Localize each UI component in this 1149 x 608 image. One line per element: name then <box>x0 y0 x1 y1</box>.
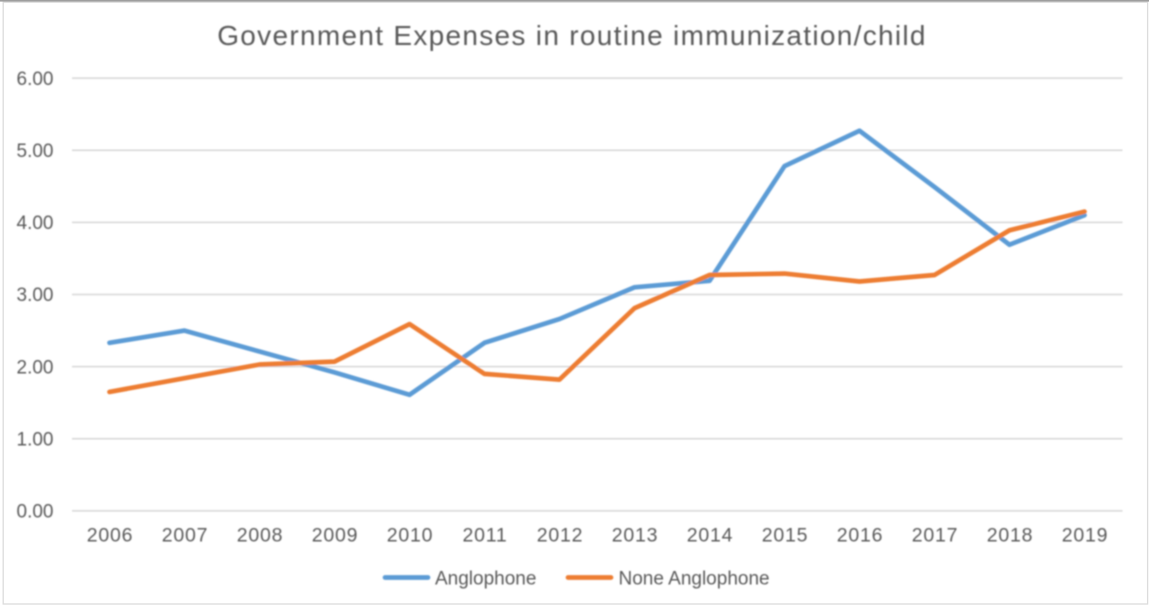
svg-text:2018: 2018 <box>987 525 1033 547</box>
svg-text:2007: 2007 <box>162 525 208 547</box>
svg-text:3.00: 3.00 <box>17 285 54 306</box>
svg-text:2011: 2011 <box>463 525 508 547</box>
svg-text:1.00: 1.00 <box>17 430 54 451</box>
svg-text:2015: 2015 <box>762 525 808 547</box>
svg-text:2008: 2008 <box>237 525 283 547</box>
svg-text:2013: 2013 <box>612 525 658 547</box>
svg-text:2019: 2019 <box>1062 525 1108 547</box>
svg-text:4.00: 4.00 <box>17 213 54 234</box>
svg-text:0.00: 0.00 <box>17 502 54 523</box>
svg-text:Government Expenses in routin: Government Expenses in routine immunizat… <box>217 20 927 51</box>
svg-text:2010: 2010 <box>387 525 433 547</box>
svg-text:2009: 2009 <box>312 525 358 547</box>
svg-text:2017: 2017 <box>912 525 958 547</box>
svg-text:Anglophone: Anglophone <box>435 568 536 589</box>
svg-text:2014: 2014 <box>687 525 733 547</box>
svg-text:2012: 2012 <box>537 525 583 547</box>
svg-text:2006: 2006 <box>87 525 133 547</box>
svg-text:None Anglophone: None Anglophone <box>619 568 770 589</box>
svg-text:5.00: 5.00 <box>17 141 54 162</box>
svg-text:6.00: 6.00 <box>17 69 54 90</box>
svg-text:2016: 2016 <box>837 525 883 547</box>
svg-text:2.00: 2.00 <box>17 357 54 378</box>
